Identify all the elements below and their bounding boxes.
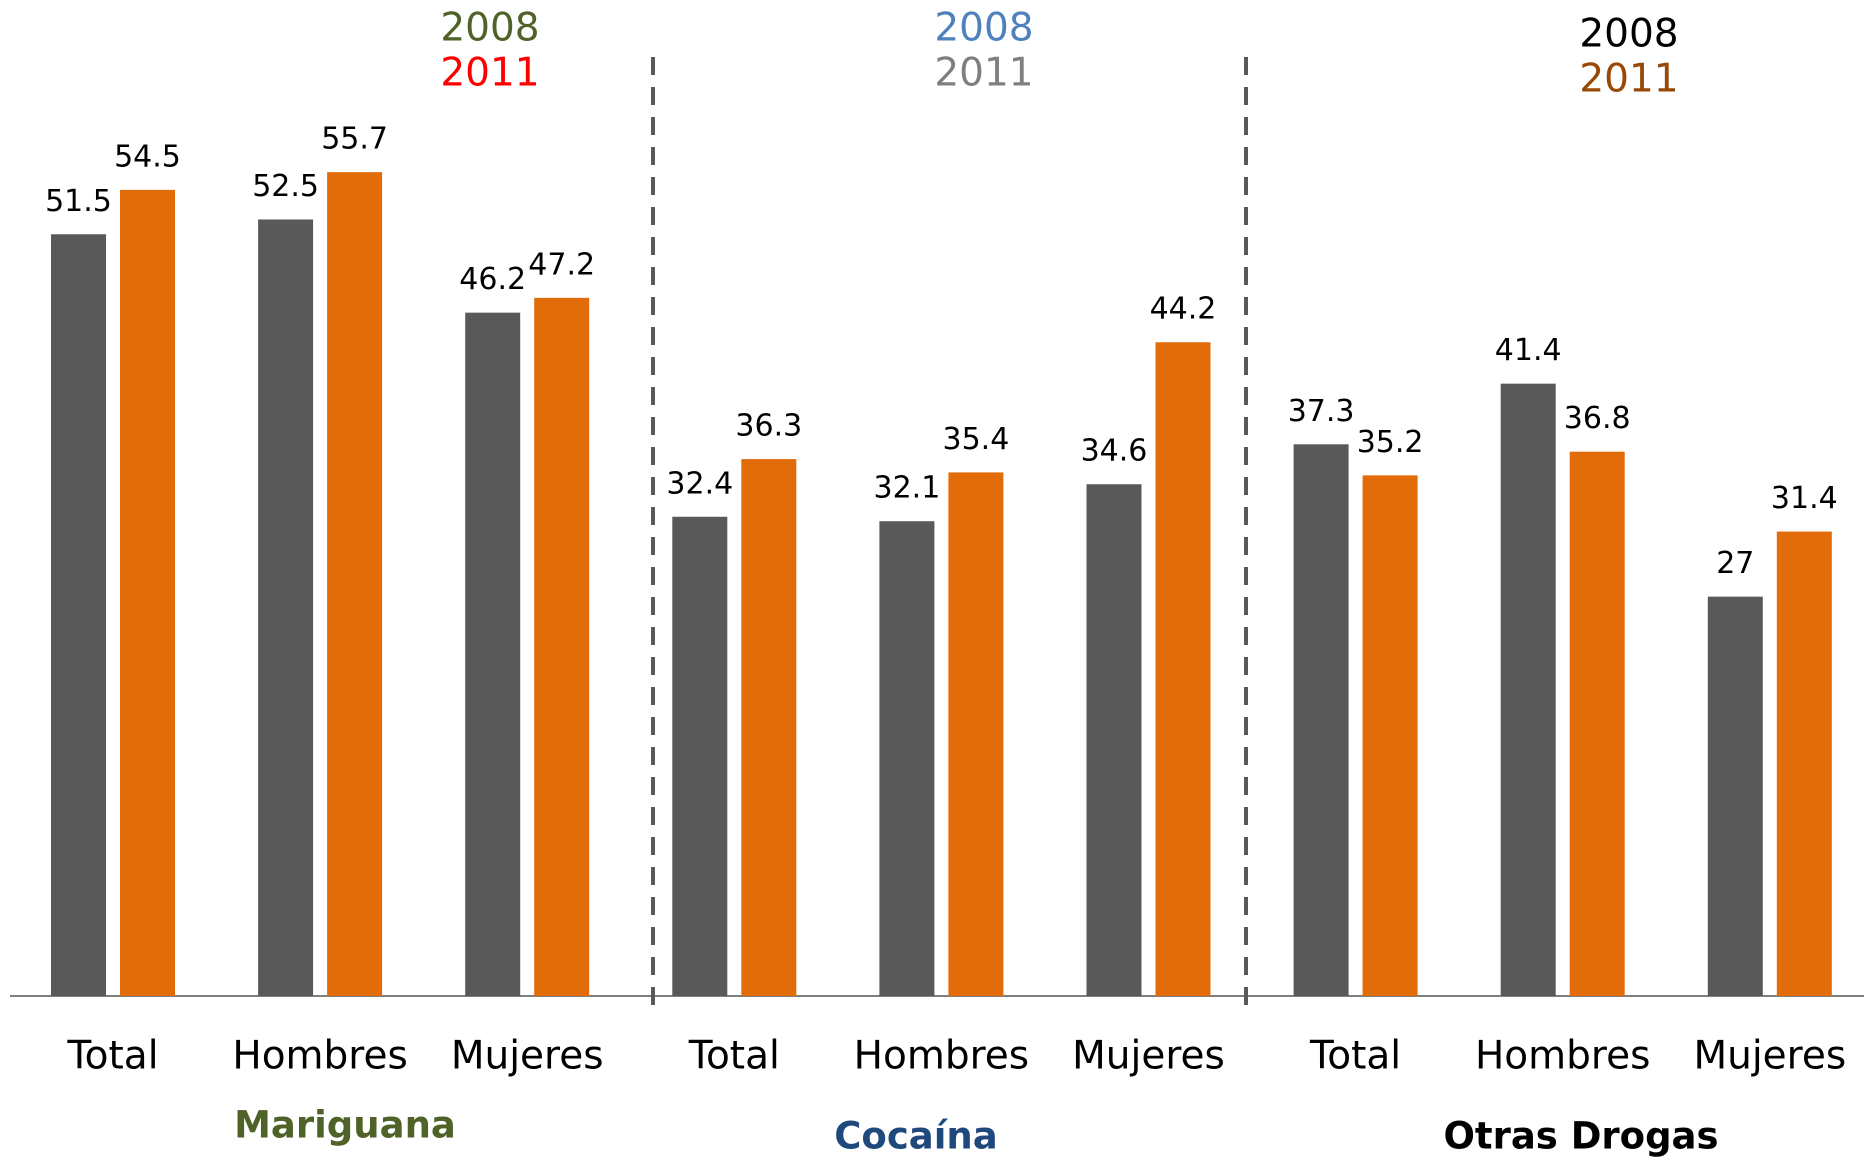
data-label: 51.5 (45, 184, 112, 219)
bar (672, 516, 728, 996)
x-tick-label: Mujeres (1072, 1034, 1225, 1079)
data-label: 47.2 (528, 247, 595, 282)
data-label: 35.2 (1357, 425, 1424, 460)
x-tick-label: Total (66, 1034, 158, 1079)
data-label: 31.4 (1771, 481, 1838, 516)
legend-label: 2008 (440, 6, 539, 51)
x-tick-label: Hombres (854, 1034, 1029, 1079)
x-tick-label: Mujeres (451, 1034, 604, 1079)
bar (1293, 444, 1349, 996)
legend-label: 2011 (440, 51, 539, 96)
bar (1707, 596, 1763, 996)
bar (534, 297, 590, 997)
x-tick-label: Mujeres (1693, 1034, 1846, 1079)
group-label: Mariguana (234, 1104, 456, 1147)
legend-label: 2008 (1579, 12, 1678, 57)
bar (258, 219, 314, 996)
bar (51, 234, 106, 996)
data-label: 55.7 (321, 122, 388, 157)
data-label: 44.2 (1150, 292, 1217, 327)
data-label: 41.4 (1495, 333, 1562, 368)
data-label: 34.6 (1081, 434, 1148, 469)
data-label: 32.1 (874, 471, 941, 506)
bar (741, 459, 797, 996)
data-label: 36.3 (735, 409, 802, 444)
x-tick-label: Total (688, 1034, 780, 1079)
legend-label: 2008 (934, 6, 1033, 51)
data-label: 27 (1716, 546, 1754, 581)
group-label: Cocaína (834, 1115, 997, 1158)
bar (1086, 484, 1142, 996)
data-label: 54.5 (114, 139, 181, 174)
x-tick-label: Hombres (1475, 1034, 1650, 1079)
bar (1362, 475, 1418, 996)
legend-label: 2011 (1579, 57, 1678, 102)
bar (120, 189, 175, 996)
data-label: 46.2 (459, 262, 526, 297)
bar (1500, 383, 1556, 996)
legend-label: 2011 (934, 51, 1033, 96)
bar (948, 472, 1004, 997)
bar (879, 521, 935, 996)
bar (1776, 531, 1832, 996)
data-label: 32.4 (666, 466, 733, 501)
bar (1569, 451, 1625, 996)
data-label: 37.3 (1288, 394, 1355, 429)
data-label: 36.8 (1564, 401, 1631, 436)
x-tick-label: Total (1309, 1034, 1401, 1079)
x-tick-label: Hombres (232, 1034, 407, 1079)
bar (327, 172, 383, 997)
bar (1155, 342, 1211, 996)
data-label: 52.5 (252, 169, 319, 204)
group-label: Otras Drogas (1443, 1115, 1718, 1158)
data-label: 35.4 (943, 422, 1010, 457)
bar (465, 312, 521, 997)
